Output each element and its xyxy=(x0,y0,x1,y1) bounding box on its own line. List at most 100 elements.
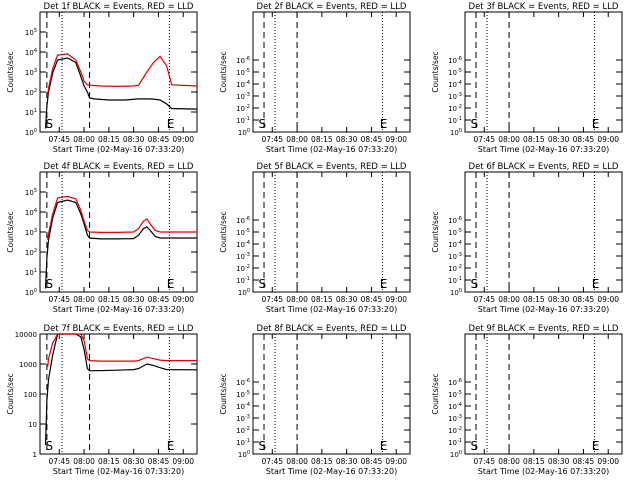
marker-e: E xyxy=(167,117,175,131)
y-tick-label: 10 xyxy=(28,421,37,429)
x-tick-label: 08:00 xyxy=(286,457,308,466)
panel-title: Det 5f BLACK = Events, RED = LLD xyxy=(257,162,407,172)
x-axis-label: Start Time (02-May-16 07:33:20) xyxy=(478,305,609,314)
series-lld-line xyxy=(47,333,197,367)
y-axis-label: Counts/sec xyxy=(219,211,228,252)
y-tick-label: 10-2 xyxy=(236,264,250,273)
series-lld-line xyxy=(47,195,197,241)
x-tick-label: 09:00 xyxy=(385,295,407,304)
y-tick-label: 10-5 xyxy=(448,228,462,237)
x-tick-label: 07:45 xyxy=(473,295,495,304)
y-tick-label: 104 xyxy=(25,48,37,57)
y-tick-label: 10-5 xyxy=(236,390,250,399)
marker-s: S xyxy=(471,439,479,453)
x-tick-label: 08:30 xyxy=(336,135,358,144)
y-tick-label: 10-6 xyxy=(448,216,462,225)
panel-title: Det 4f BLACK = Events, RED = LLD xyxy=(44,162,194,172)
y-axis-label: Counts/sec xyxy=(219,373,228,414)
x-tick-label: 08:15 xyxy=(311,457,333,466)
x-tick-label: 08:30 xyxy=(548,457,570,466)
marker-e: E xyxy=(167,277,175,291)
plot-frame xyxy=(464,333,623,455)
panel-title: Det 3f BLACK = Events, RED = LLD xyxy=(469,2,619,12)
y-tick-label: 103 xyxy=(25,68,37,77)
series-events-line xyxy=(44,199,197,289)
x-tick-label: 08:45 xyxy=(148,135,170,144)
marker-s: S xyxy=(259,117,267,131)
x-tick-label: 08:15 xyxy=(98,457,120,466)
x-axis-label: Start Time (02-May-16 07:33:20) xyxy=(266,467,397,476)
panel-title: Det 8f BLACK = Events, RED = LLD xyxy=(257,324,407,334)
plot-frame xyxy=(252,333,411,455)
y-tick-label: 100 xyxy=(450,128,462,137)
marker-e: E xyxy=(592,439,600,453)
x-tick-label: 07:45 xyxy=(261,135,283,144)
y-tick-label: 105 xyxy=(25,28,37,37)
y-tick-label: 100 xyxy=(450,288,462,297)
y-tick-label: 104 xyxy=(25,208,37,217)
y-tick-label: 102 xyxy=(25,88,37,97)
marker-e: E xyxy=(167,439,175,453)
x-tick-label: 09:00 xyxy=(385,135,407,144)
y-tick-label: 10-3 xyxy=(236,92,250,101)
x-tick-label: 08:45 xyxy=(148,295,170,304)
y-tick-label: 10-1 xyxy=(236,438,250,447)
x-tick-label: 08:30 xyxy=(123,135,145,144)
y-tick-label: 10-4 xyxy=(448,240,462,249)
x-tick-label: 08:30 xyxy=(548,295,570,304)
y-tick-label: 101 xyxy=(25,108,37,117)
y-axis-label: Counts/sec xyxy=(6,51,15,92)
y-tick-label: 102 xyxy=(25,248,37,257)
marker-e: E xyxy=(592,117,600,131)
x-tick-label: 08:45 xyxy=(361,135,383,144)
x-tick-label: 07:45 xyxy=(48,295,70,304)
y-axis-label: Counts/sec xyxy=(6,211,15,252)
marker-s: S xyxy=(46,277,54,291)
y-tick-label: 10-4 xyxy=(236,240,250,249)
series-events-line xyxy=(44,57,198,129)
marker-s: S xyxy=(259,439,267,453)
x-tick-label: 08:45 xyxy=(573,295,595,304)
y-tick-label: 10-2 xyxy=(236,104,250,113)
y-tick-label: 10-3 xyxy=(236,414,250,423)
y-tick-label: 10-2 xyxy=(448,264,462,273)
x-tick-label: 09:00 xyxy=(597,457,619,466)
x-tick-label: 08:15 xyxy=(523,135,545,144)
x-tick-label: 09:00 xyxy=(385,457,407,466)
x-axis-label: Start Time (02-May-16 07:33:20) xyxy=(266,145,397,154)
y-tick-label: 10-1 xyxy=(448,438,462,447)
y-tick-label: 10-1 xyxy=(236,276,250,285)
y-axis-label: Counts/sec xyxy=(431,211,440,252)
x-tick-label: 08:15 xyxy=(523,457,545,466)
y-tick-label: 1 xyxy=(33,451,37,459)
y-tick-label: 10-6 xyxy=(236,378,250,387)
y-tick-label: 10000 xyxy=(15,331,37,339)
y-tick-label: 100 xyxy=(238,450,250,459)
y-tick-label: 10-6 xyxy=(448,378,462,387)
x-tick-label: 09:00 xyxy=(172,135,194,144)
x-tick-label: 09:00 xyxy=(597,295,619,304)
y-tick-label: 1000 xyxy=(19,361,37,369)
marker-s: S xyxy=(471,117,479,131)
marker-s: S xyxy=(46,439,54,453)
y-tick-label: 10-3 xyxy=(448,252,462,261)
x-tick-label: 08:00 xyxy=(498,135,520,144)
y-tick-label: 10-2 xyxy=(448,104,462,113)
x-axis-label: Start Time (02-May-16 07:33:20) xyxy=(478,145,609,154)
plot-frame xyxy=(39,11,198,133)
y-tick-label: 100 xyxy=(25,288,37,297)
x-tick-label: 07:45 xyxy=(48,135,70,144)
y-tick-label: 10-6 xyxy=(448,56,462,65)
x-tick-label: 08:15 xyxy=(311,295,333,304)
x-tick-label: 08:45 xyxy=(573,135,595,144)
x-tick-label: 08:30 xyxy=(123,457,145,466)
y-tick-label: 10-5 xyxy=(236,228,250,237)
marker-s: S xyxy=(46,117,54,131)
x-tick-label: 08:45 xyxy=(573,457,595,466)
